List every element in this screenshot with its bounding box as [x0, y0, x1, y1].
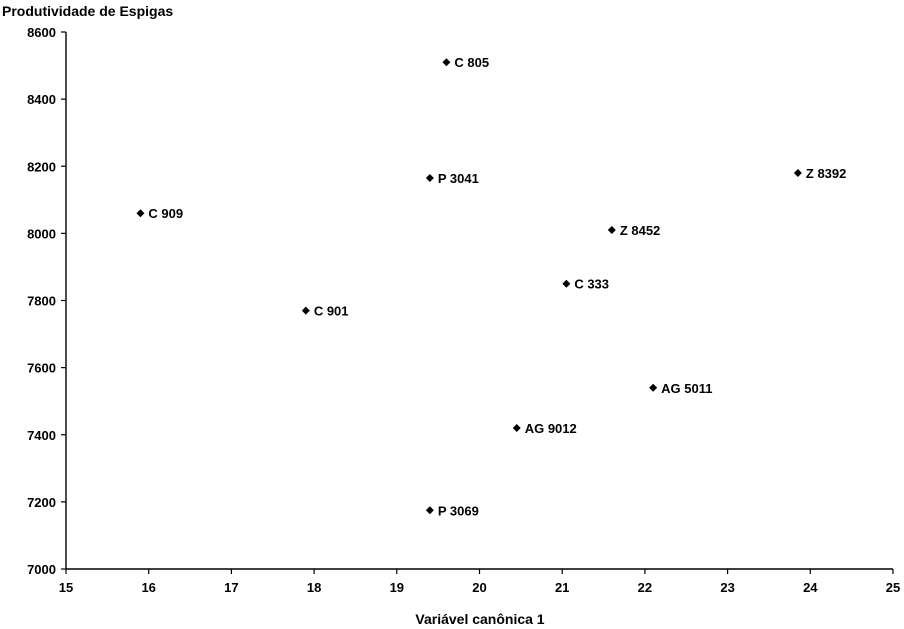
point-label: Z 8392 [806, 166, 846, 181]
data-points: C 805 P 3041 Z 8392 C 909 Z 8452 C 333 C 901 AG… [136, 55, 846, 518]
x-tick-label: 15 [59, 580, 73, 595]
x-axis-ticks: 15 16 17 18 19 20 21 22 23 24 25 [59, 569, 900, 595]
point-label: Z 8452 [620, 223, 660, 238]
x-tick-label: 17 [224, 580, 238, 595]
x-tick-label: 25 [886, 580, 900, 595]
point-label: P 3069 [438, 503, 479, 518]
y-tick-label: 8400 [27, 92, 56, 107]
point-marker [607, 226, 616, 235]
x-tick-label: 20 [472, 580, 486, 595]
x-tick-label: 22 [638, 580, 652, 595]
x-tick-label: 18 [307, 580, 321, 595]
point-marker [425, 506, 434, 515]
x-tick-label: 21 [555, 580, 569, 595]
y-tick-label: 8000 [27, 226, 56, 241]
y-tick-label: 8600 [27, 25, 56, 40]
point-label: C 901 [314, 304, 349, 319]
y-axis-ticks: 7000 7200 7400 7600 7800 8000 8200 8400 8600 [27, 25, 66, 577]
point-label: AG 9012 [525, 421, 577, 436]
x-tick-label: 16 [141, 580, 155, 595]
y-axis-title: Produtividade de Espigas [2, 3, 173, 19]
point-marker [442, 58, 451, 67]
point-label: P 3041 [438, 171, 479, 186]
x-axis-title: Variável canônica 1 [415, 611, 544, 627]
y-tick-label: 7600 [27, 361, 56, 376]
point-marker [425, 173, 434, 182]
point-marker [136, 209, 145, 218]
y-tick-label: 7400 [27, 428, 56, 443]
x-tick-label: 19 [390, 580, 404, 595]
point-label: C 909 [148, 206, 183, 221]
point-marker [301, 306, 310, 315]
point-marker [512, 424, 521, 433]
x-tick-label: 24 [803, 580, 818, 595]
point-marker [562, 279, 571, 288]
y-tick-label: 7200 [27, 495, 56, 510]
point-marker [793, 168, 802, 177]
y-tick-label: 7800 [27, 294, 56, 309]
x-tick-label: 23 [720, 580, 734, 595]
point-label: C 333 [574, 277, 609, 292]
point-marker [649, 383, 658, 392]
point-label: C 805 [454, 55, 489, 70]
y-tick-label: 7000 [27, 562, 56, 577]
y-tick-label: 8200 [27, 159, 56, 174]
point-label: AG 5011 [661, 381, 712, 396]
